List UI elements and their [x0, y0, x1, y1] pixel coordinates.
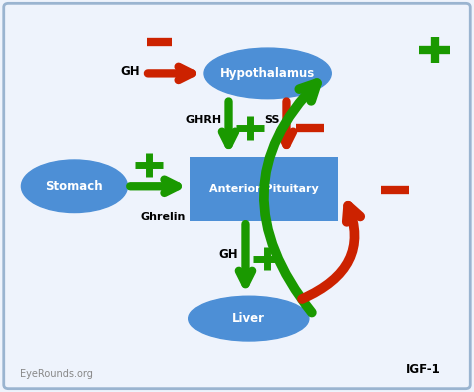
- FancyArrowPatch shape: [302, 206, 360, 299]
- Ellipse shape: [21, 160, 128, 212]
- Text: Hypothalamus: Hypothalamus: [220, 67, 315, 80]
- FancyBboxPatch shape: [4, 4, 470, 388]
- FancyArrowPatch shape: [264, 83, 317, 312]
- FancyBboxPatch shape: [190, 157, 338, 221]
- Text: IGF-1: IGF-1: [406, 363, 440, 376]
- Text: SS: SS: [264, 115, 279, 125]
- Text: GH: GH: [121, 65, 140, 78]
- Text: Ghrelin: Ghrelin: [141, 212, 186, 221]
- Text: Anterior Pituitary: Anterior Pituitary: [209, 184, 319, 194]
- Ellipse shape: [204, 48, 331, 99]
- Text: Liver: Liver: [232, 312, 265, 325]
- Text: GH: GH: [219, 249, 238, 261]
- Text: GHRH: GHRH: [185, 115, 221, 125]
- Text: EyeRounds.org: EyeRounds.org: [20, 369, 93, 379]
- Ellipse shape: [189, 296, 309, 341]
- Text: Stomach: Stomach: [46, 180, 103, 193]
